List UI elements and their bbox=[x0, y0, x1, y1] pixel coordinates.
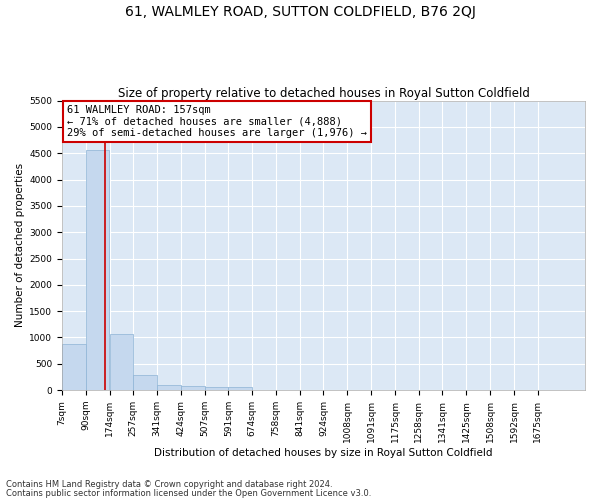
Y-axis label: Number of detached properties: Number of detached properties bbox=[15, 164, 25, 328]
Bar bbox=[133, 376, 157, 390]
Text: 61, WALMLEY ROAD, SUTTON COLDFIELD, B76 2QJ: 61, WALMLEY ROAD, SUTTON COLDFIELD, B76 … bbox=[125, 5, 475, 19]
Bar bbox=[110, 334, 133, 390]
Title: Size of property relative to detached houses in Royal Sutton Coldfield: Size of property relative to detached ho… bbox=[118, 86, 529, 100]
Bar bbox=[157, 386, 181, 390]
Bar bbox=[229, 387, 252, 390]
Text: 61 WALMLEY ROAD: 157sqm
← 71% of detached houses are smaller (4,888)
29% of semi: 61 WALMLEY ROAD: 157sqm ← 71% of detache… bbox=[67, 105, 367, 138]
Text: Contains HM Land Registry data © Crown copyright and database right 2024.: Contains HM Land Registry data © Crown c… bbox=[6, 480, 332, 489]
X-axis label: Distribution of detached houses by size in Royal Sutton Coldfield: Distribution of detached houses by size … bbox=[154, 448, 493, 458]
Text: Contains public sector information licensed under the Open Government Licence v3: Contains public sector information licen… bbox=[6, 488, 371, 498]
Bar bbox=[181, 386, 205, 390]
Bar bbox=[205, 387, 228, 390]
Bar bbox=[86, 150, 109, 390]
Bar bbox=[62, 344, 86, 390]
